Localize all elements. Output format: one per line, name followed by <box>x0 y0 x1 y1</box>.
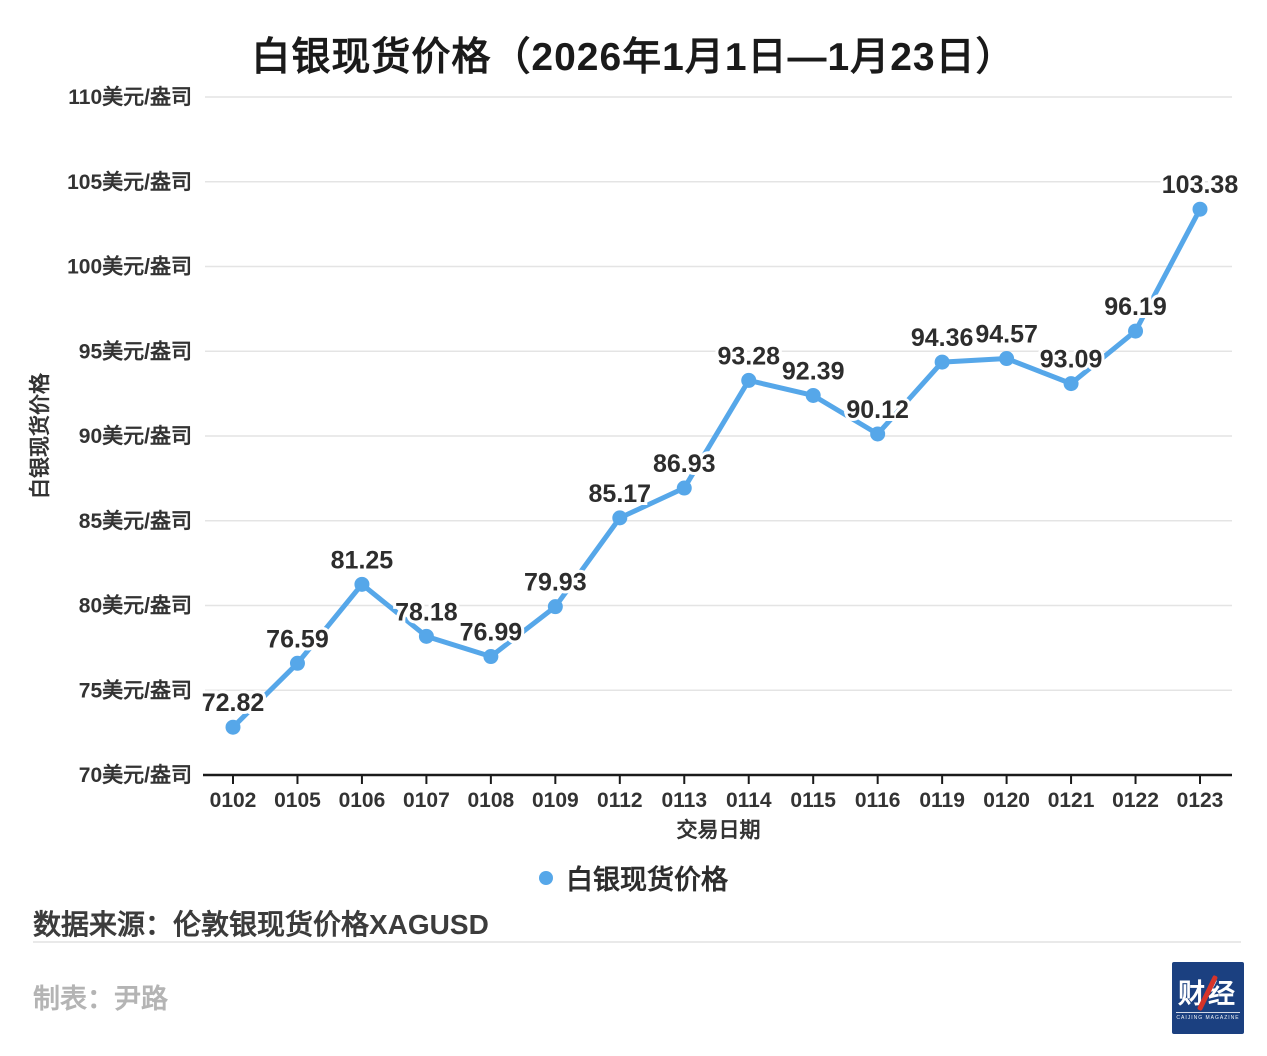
y-axis-tick-label: 105美元/盎司 <box>67 170 192 194</box>
data-point-label: 85.17 <box>589 480 652 508</box>
chart-title: 白银现货价格（2026年1月1日—1月23日） <box>251 36 1016 79</box>
y-axis-tick-label: 100美元/盎司 <box>67 255 192 279</box>
y-axis-title: 白银现货价格 <box>28 372 52 499</box>
x-axis-tick-label: 0123 <box>1177 789 1224 812</box>
data-point-label: 76.99 <box>460 619 523 647</box>
data-point <box>870 426 886 442</box>
x-axis-tick-label: 0108 <box>468 789 515 812</box>
x-axis-tick-label: 0115 <box>790 789 836 812</box>
y-axis-tick-label: 80美元/盎司 <box>79 594 192 618</box>
data-source-note: 数据来源：伦敦银现货价格XAGUSD <box>33 909 489 940</box>
series-line <box>230 206 1203 730</box>
legend-marker-icon <box>539 870 553 885</box>
x-axis-tick-label: 0102 <box>210 789 257 812</box>
data-point-label: 96.19 <box>1104 293 1167 321</box>
x-axis-tick-label: 0122 <box>1112 789 1159 812</box>
data-point-label: 76.59 <box>266 625 329 653</box>
y-axis-tick-label: 70美元/盎司 <box>79 763 192 787</box>
data-point-label: 94.57 <box>975 321 1038 349</box>
legend: 白银现货价格 <box>0 858 1267 897</box>
data-point-label: 86.93 <box>653 450 716 478</box>
data-point <box>1128 323 1144 339</box>
y-axis-tick-label: 95美元/盎司 <box>79 339 192 363</box>
x-axis-tick-label: 0120 <box>983 789 1030 812</box>
data-point-label: 92.39 <box>782 357 845 385</box>
data-point-label: 103.38 <box>1162 171 1239 199</box>
x-axis-tick-label: 0105 <box>274 789 321 812</box>
x-axis-tick-label: 0121 <box>1048 789 1095 812</box>
data-point-label: 90.12 <box>846 396 909 424</box>
data-point <box>676 480 692 496</box>
data-point-label: 94.36 <box>911 324 974 352</box>
data-point-label: 93.09 <box>1040 346 1103 374</box>
data-point-label: 72.82 <box>202 689 265 717</box>
y-axis-tick-label: 90美元/盎司 <box>79 424 192 448</box>
x-axis-tick-label: 0107 <box>403 789 450 812</box>
data-point <box>999 351 1015 367</box>
data-point <box>741 372 757 388</box>
y-axis-tick-label: 75美元/盎司 <box>79 678 192 702</box>
x-axis-tick-label: 0119 <box>919 789 965 812</box>
data-point-label: 79.93 <box>524 569 587 597</box>
data-point <box>1063 376 1079 392</box>
divider-line <box>33 941 1241 943</box>
data-point <box>225 719 241 735</box>
y-axis-tick-label: 85美元/盎司 <box>79 509 192 533</box>
x-axis-tick-label: 0113 <box>661 789 707 812</box>
x-axis-tick-label: 0114 <box>726 789 772 812</box>
data-point-label: 93.28 <box>717 342 780 370</box>
data-point <box>289 655 305 671</box>
data-point-label: 81.25 <box>331 546 394 574</box>
data-point <box>805 387 821 403</box>
data-point <box>418 628 434 644</box>
x-axis-tick-label: 0106 <box>339 789 386 812</box>
x-axis-tick-label: 0116 <box>855 789 901 812</box>
data-point <box>354 576 370 592</box>
x-axis-tick-label: 0112 <box>597 789 643 812</box>
data-point <box>547 599 563 615</box>
data-point <box>1192 201 1208 217</box>
data-point-label: 78.18 <box>395 598 458 626</box>
caijing-magazine-logo: 财经 CAIJING MAGAZINE <box>1172 962 1244 1034</box>
data-point <box>612 510 628 526</box>
y-axis-tick-label: 110美元/盎司 <box>68 85 192 109</box>
data-point <box>483 649 499 665</box>
legend-series-label: 白银现货价格 <box>566 865 728 895</box>
logo-subtext: CAIJING MAGAZINE <box>1176 1012 1240 1021</box>
author-credit: 制表：尹路 <box>33 984 168 1014</box>
x-axis-tick-label: 0109 <box>532 789 579 812</box>
x-axis-title: 交易日期 <box>677 818 761 842</box>
data-point <box>934 354 950 370</box>
